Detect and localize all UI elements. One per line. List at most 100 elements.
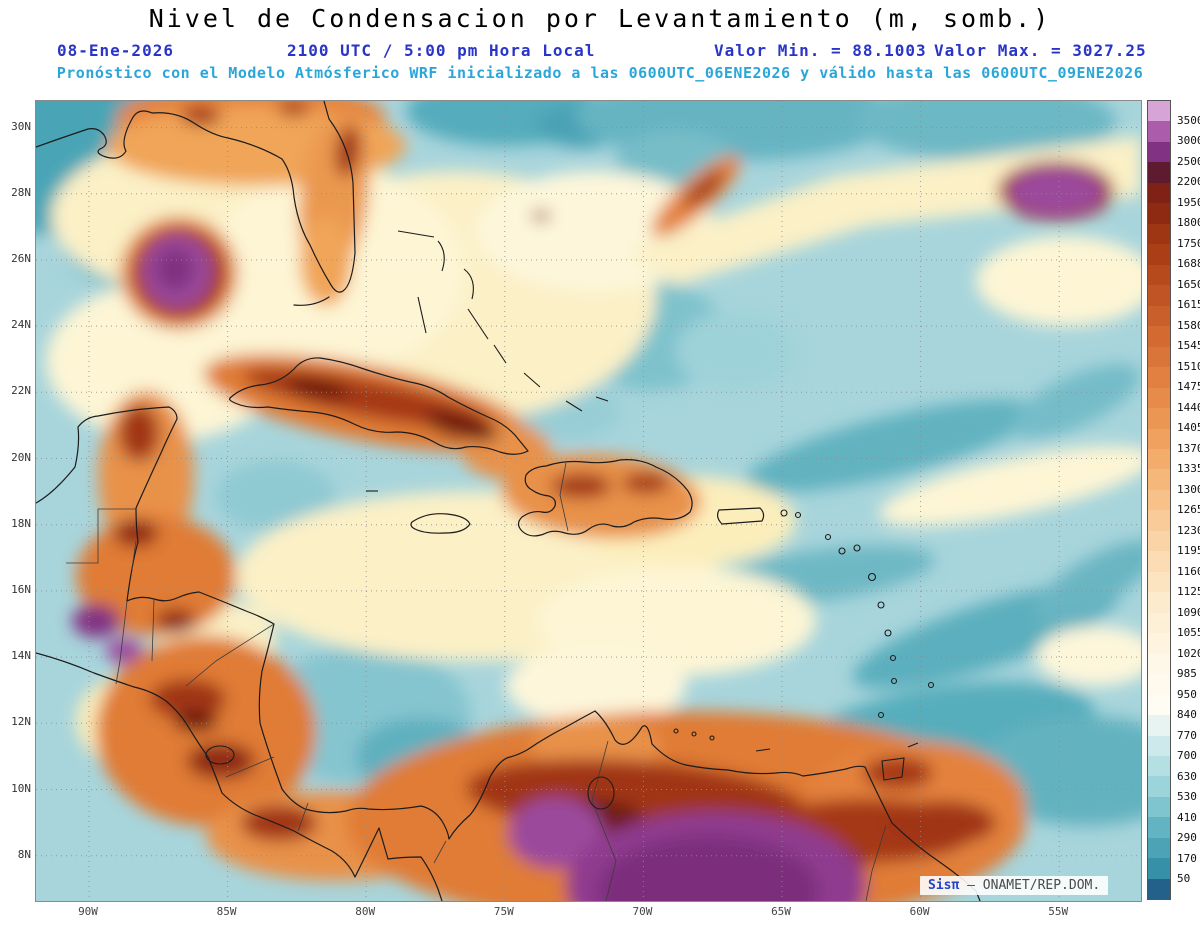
colorbar-tick-label: 1475 [1177, 380, 1200, 394]
watermark: Sisπ – ONAMET/REP.DOM. [920, 876, 1109, 895]
lat-tick-label: 16N [11, 582, 31, 596]
lat-tick-label: 30N [11, 119, 31, 133]
colorbar-segment [1148, 101, 1170, 122]
lat-tick-label: 8N [17, 847, 31, 861]
colorbar-tick-label: 1160 [1177, 564, 1200, 578]
colorbar-segment [1148, 715, 1170, 736]
lat-tick-label: 26N [11, 251, 31, 265]
colorbar-tick-label: 290 [1177, 831, 1197, 845]
colorbar-segment [1148, 817, 1170, 838]
colorbar-segment [1148, 141, 1170, 163]
colorbar-tick-label: 950 [1177, 687, 1197, 701]
colorbar-segment [1148, 837, 1170, 859]
colorbar-tick-label: 3000 [1177, 134, 1200, 148]
map-area [35, 100, 1142, 902]
colorbar-tick-label: 700 [1177, 749, 1197, 763]
lon-tick-label: 55W [1048, 905, 1069, 918]
colorbar-segment [1148, 203, 1170, 224]
colorbar-tick-label: 985 [1177, 667, 1197, 681]
colorbar-tick-label: 1370 [1177, 441, 1200, 455]
watermark-text: – ONAMET/REP.DOM. [967, 878, 1101, 893]
lat-tick-label: 14N [11, 649, 31, 663]
coastlines [36, 101, 981, 901]
colorbar-segment [1148, 489, 1170, 511]
colorbar-segment [1148, 428, 1170, 449]
colorbar-segment [1148, 182, 1170, 204]
colorbar-segment [1148, 387, 1170, 409]
colorbar-tick-label: 770 [1177, 728, 1197, 742]
colorbar-segment [1148, 346, 1170, 368]
colorbar-segment [1148, 612, 1170, 634]
colorbar-tick-label: 1195 [1177, 544, 1200, 558]
colorbar [1147, 100, 1171, 900]
colorbar-tick-label: 630 [1177, 769, 1197, 783]
lat-tick-label: 12N [11, 715, 31, 729]
colorbar-segment [1148, 121, 1170, 142]
lat-tick-label: 18N [11, 516, 31, 530]
colorbar-tick-label: 3500 [1177, 113, 1200, 127]
colorbar-segment [1148, 264, 1170, 286]
colorbar-segment [1148, 592, 1170, 613]
colorbar-segment [1148, 285, 1170, 306]
colorbar-segment [1148, 653, 1170, 675]
value-min-label: Valor Min. = 88.1003 [714, 41, 927, 60]
lat-tick-label: 22N [11, 384, 31, 398]
colorbar-tick-label: 1265 [1177, 503, 1200, 517]
colorbar-tick-label: 1335 [1177, 462, 1200, 476]
colorbar-tick-label: 1688 [1177, 257, 1200, 271]
lon-tick-label: 65W [771, 905, 791, 918]
watermark-brand: Sisπ [928, 878, 960, 893]
colorbar-segment [1148, 551, 1170, 572]
colorbar-segment [1148, 530, 1170, 552]
forecast-date: 08-Ene-2026 [57, 41, 174, 60]
colorbar-tick-label: 840 [1177, 708, 1197, 722]
value-max-label: Valor Max. = 3027.25 [934, 41, 1147, 60]
colorbar-segment [1148, 367, 1170, 388]
colorbar-tick-label: 1510 [1177, 359, 1200, 373]
lat-tick-label: 20N [11, 450, 31, 464]
colorbar-tick-label: 1230 [1177, 523, 1200, 537]
lon-tick-label: 60W [909, 905, 930, 918]
colorbar-tick-label: 410 [1177, 810, 1197, 824]
colorbar-segment [1148, 694, 1170, 716]
colorbar-segment [1148, 674, 1170, 695]
colorbar-segment [1148, 469, 1170, 490]
colorbar-tick-label: 1440 [1177, 400, 1200, 414]
colorbar-tick-label: 1055 [1177, 626, 1200, 640]
colorbar-tick-label: 1580 [1177, 318, 1200, 332]
colorbar-tick-label: 2200 [1177, 175, 1200, 189]
map-canvas [36, 101, 1141, 901]
colorbar-segment [1148, 735, 1170, 756]
colorbar-tick-label: 2500 [1177, 154, 1200, 168]
colorbar-tick-label: 1750 [1177, 236, 1200, 250]
colorbar-segment [1148, 633, 1170, 654]
colorbar-tick-label: 1020 [1177, 646, 1200, 660]
colorbar-segment [1148, 878, 1170, 900]
colorbar-tick-label: 1545 [1177, 339, 1200, 353]
colorbar-segment [1148, 756, 1170, 777]
grid-lines [36, 101, 1141, 901]
forecast-valid-time: 2100 UTC / 5:00 pm Hora Local [287, 41, 596, 60]
lat-tick-label: 28N [11, 185, 31, 199]
colorbar-tick-label: 530 [1177, 790, 1197, 804]
colorbar-tick-label: 1650 [1177, 277, 1200, 291]
colorbar-tick-label: 170 [1177, 851, 1197, 865]
colorbar-tick-label: 1090 [1177, 605, 1200, 619]
colorbar-segment [1148, 448, 1170, 470]
colorbar-segment [1148, 223, 1170, 245]
lon-tick-label: 80W [355, 905, 376, 918]
colorbar-tick-label: 1950 [1177, 195, 1200, 209]
page-title: Nivel de Condensacion por Levantamiento … [148, 4, 1052, 33]
lon-tick-label: 90W [78, 905, 98, 918]
colorbar-tick-label: 1405 [1177, 421, 1200, 435]
colorbar-tick-label: 1800 [1177, 216, 1200, 230]
lat-tick-label: 10N [11, 781, 31, 795]
colorbar-segments [1148, 101, 1170, 900]
colorbar-tick-label: 1615 [1177, 298, 1200, 312]
colorbar-tick-label: 1125 [1177, 585, 1200, 599]
colorbar-segment [1148, 326, 1170, 347]
forecast-description: Pronóstico con el Modelo Atmósferico WRF… [56, 64, 1144, 82]
lon-tick-label: 85W [216, 905, 237, 918]
lat-tick-label: 24N [11, 318, 31, 332]
colorbar-segment [1148, 510, 1170, 531]
